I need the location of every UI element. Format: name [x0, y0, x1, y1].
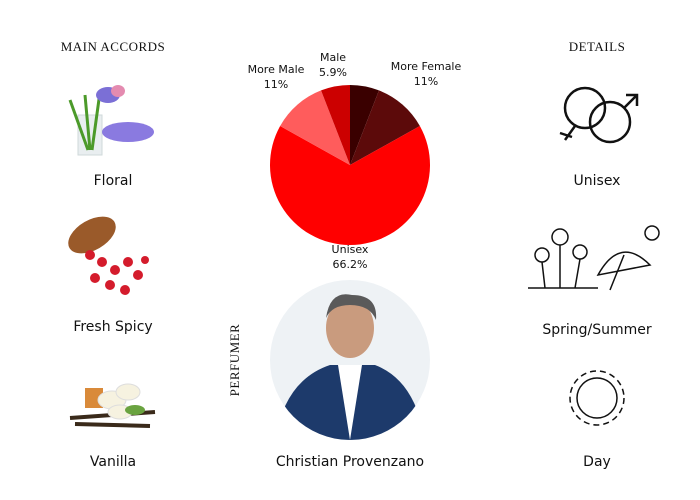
- slice-label: More Female: [391, 60, 462, 73]
- pie-chart: More Female 11% Unisex 66.2% More Male 11% Mal…: [248, 51, 462, 271]
- slice-value: 66.2%: [333, 258, 368, 271]
- spicy-image: [68, 216, 149, 295]
- details-title: DETAILS: [569, 39, 626, 54]
- gender-icon: [559, 86, 639, 144]
- pie-slice: [350, 85, 379, 165]
- detail-label: Unisex: [574, 173, 621, 189]
- accords-title: MAIN ACCORDS: [61, 39, 166, 54]
- pie-slice: [350, 90, 420, 165]
- perfumer-name: Christian Provenzano: [276, 454, 424, 470]
- vanilla-image: [69, 383, 156, 428]
- slice-value: 11%: [264, 78, 288, 91]
- slice-value: 11%: [414, 75, 438, 88]
- accord-label: Vanilla: [90, 454, 136, 470]
- day-icon: [569, 370, 625, 426]
- slice-label: More Male: [248, 63, 305, 76]
- accord-label: Floral: [94, 173, 133, 189]
- slice-label: Unisex: [332, 243, 369, 256]
- pie-slice: [280, 90, 350, 165]
- season-icon: [528, 225, 660, 291]
- slice-value: 5.9%: [319, 66, 347, 79]
- pie-slice: [321, 85, 350, 165]
- perfumer-photo: [270, 280, 430, 440]
- accord-label: Fresh Spicy: [73, 319, 152, 335]
- pie-slice: [270, 126, 430, 245]
- floral-image: [68, 85, 154, 156]
- perfumer-label: PERFUMER: [227, 324, 242, 397]
- detail-label: Day: [583, 454, 611, 470]
- detail-label: Spring/Summer: [542, 322, 652, 338]
- slice-label: Male: [320, 51, 346, 64]
